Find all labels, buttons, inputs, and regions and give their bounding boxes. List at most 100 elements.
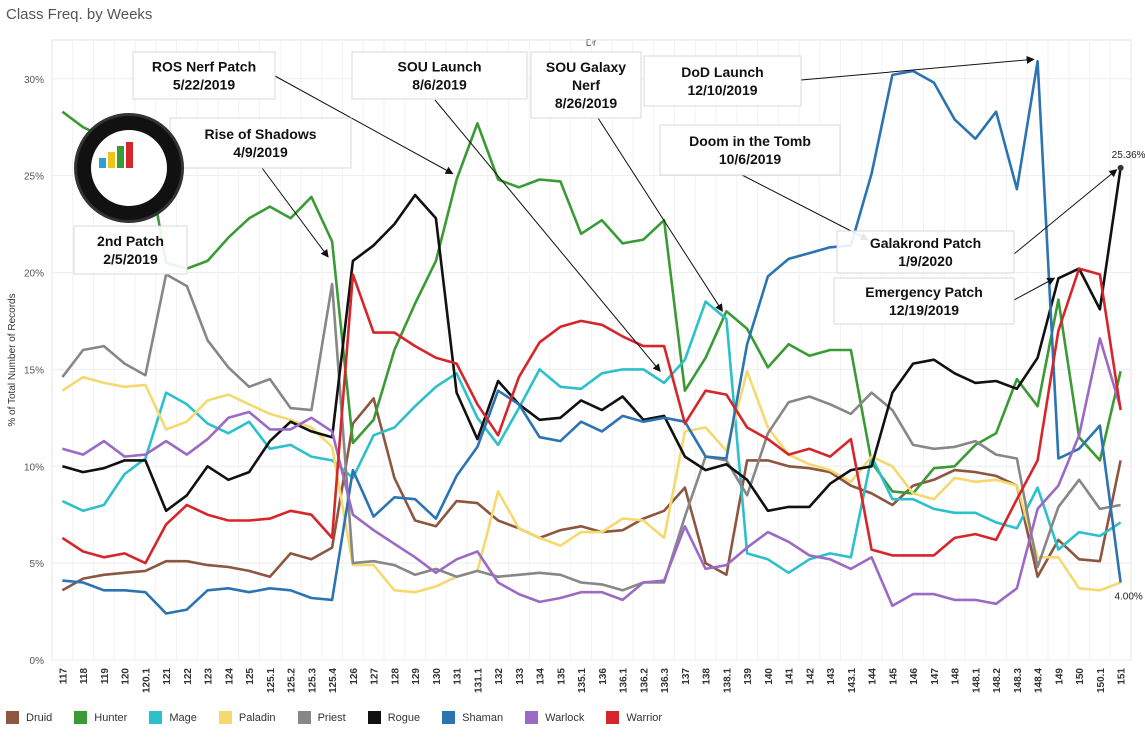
y-tick-label: 15% [24, 365, 44, 376]
annotation-box [73, 225, 188, 275]
x-tick-label: 133 [515, 668, 526, 685]
legend-item-priest[interactable]: Priest [297, 711, 346, 724]
annotation-box [351, 51, 528, 100]
x-tick-label: 136.3 [660, 668, 671, 693]
annotation-arrow [597, 117, 723, 313]
x-tick-label: 136 [598, 668, 609, 685]
annotation-arrow [741, 174, 869, 240]
legend-swatch [367, 711, 381, 724]
x-tick-label: 148.3 [1013, 668, 1024, 693]
x-tick-label: 143.1 [847, 668, 858, 693]
y-tick-label: 30% [24, 75, 44, 86]
annotation-box [833, 277, 1015, 325]
series-line-shaman [62, 59, 1122, 615]
x-tick-label: 125.3 [307, 668, 318, 693]
x-tick-label: 132 [494, 668, 505, 685]
legend-item-paladin[interactable]: Paladin [218, 711, 276, 724]
annotation-arrow [274, 75, 454, 175]
x-tick-label: 148.4 [1034, 668, 1045, 693]
x-tick-label: 123 [204, 668, 215, 685]
legend-label: Rogue [387, 711, 421, 724]
end-value-label: 4.00% [1114, 592, 1142, 603]
annotation-text: Nerf [572, 77, 600, 93]
annotation-box [659, 124, 841, 176]
x-tick-label: 141 [785, 668, 796, 685]
annotation-text: SOU Galaxy [546, 59, 626, 75]
legend-item-warrior[interactable]: Warrior [606, 711, 662, 724]
x-tick-label: 137 [681, 668, 692, 685]
end-value-label: 25.36% [1112, 150, 1145, 161]
x-tick-label: 130 [432, 668, 443, 685]
x-tick-label: 138.1 [722, 668, 733, 693]
legend-swatch [525, 711, 539, 724]
annotation-text: Emergency Patch [865, 284, 983, 300]
annotation-callout: ROS Nerf Patch 5/22/2019 [132, 51, 454, 175]
x-tick-label: 150.1 [1096, 668, 1107, 693]
x-tick-label: 146 [909, 668, 920, 685]
annotation-text: 5/22/2019 [173, 77, 235, 93]
legend-label: Druid [26, 711, 53, 724]
annotation-arrow [1013, 169, 1118, 255]
legend-item-shaman[interactable]: Shaman [442, 711, 503, 724]
legend-swatch [442, 711, 456, 724]
series-line-rogue [62, 167, 1122, 513]
x-tick-label: 138 [702, 668, 713, 685]
annotation-text: 2/5/2019 [103, 251, 158, 267]
x-tick-label: 127 [370, 668, 381, 685]
annotation-box [132, 51, 276, 100]
legend-item-hunter[interactable]: Hunter [74, 711, 127, 724]
annotation-text: SOU Launch [397, 59, 481, 75]
annotation-text: 12/19/2019 [889, 302, 959, 318]
y-tick-label: 0% [30, 656, 45, 667]
legend-item-druid[interactable]: Druid [6, 711, 52, 724]
annotation-callout: SOU Launch 8/6/2019 [351, 51, 661, 373]
legend-swatch [297, 711, 311, 724]
legend-label: Priest [317, 711, 346, 724]
annotation-box [169, 117, 352, 169]
legend-swatch [74, 711, 88, 724]
x-tick-label: 135 [556, 668, 567, 685]
x-tick-label: 142 [805, 668, 816, 685]
series-line-paladin [61, 369, 1122, 594]
annotation-box [836, 230, 1015, 274]
x-tick-label: 148 [951, 668, 962, 685]
legend-item-mage[interactable]: Mage [149, 711, 197, 724]
annotation-arrow [1013, 277, 1056, 301]
x-tick-label: 135.1 [577, 668, 588, 693]
x-tick-label: 148.1 [971, 668, 982, 693]
x-tick-label: 125.4 [328, 668, 339, 693]
annotation-text: 8/6/2019 [412, 77, 467, 93]
chart-title: Class Freq. by Weeks [6, 6, 153, 23]
annotation-callout: Galakrond Patch 1/9/2020 [836, 169, 1118, 274]
series-line-mage [61, 300, 1122, 575]
legend-label: Shaman [462, 711, 504, 724]
legend-item-warlock[interactable]: Warlock [525, 711, 584, 724]
annotation-text: 8/26/2019 [555, 95, 617, 111]
x-tick-label: 134 [536, 668, 547, 685]
x-tick-label: 136.2 [639, 668, 650, 693]
legend: Druid Hunter Mage Paladin Priest Rogue Shaman W… [6, 711, 684, 724]
x-tick-label: 118 [79, 668, 90, 685]
x-tick-label: 139 [743, 668, 754, 685]
annotation-callout: Doom in the Tomb 10/6/2019 [659, 124, 869, 240]
annotation-callout: Rise of Shadows 4/9/2019 [169, 117, 352, 258]
legend-swatch [6, 711, 19, 724]
legend-label: Warlock [545, 711, 585, 724]
annotation-text: 4/9/2019 [233, 144, 288, 160]
x-tick-label: 145 [888, 668, 899, 685]
annotation-arrow [800, 55, 1035, 81]
annotation-text: 12/10/2019 [687, 82, 757, 98]
legend-swatch [218, 711, 232, 724]
x-tick-label: 126 [349, 668, 360, 685]
x-tick-label: 122 [183, 668, 194, 685]
legend-label: Paladin [238, 711, 276, 724]
x-tick-label: 131.1 [473, 668, 484, 693]
x-tick-label: 148.2 [992, 668, 1003, 693]
legend-item-rogue[interactable]: Rogue [367, 711, 421, 724]
annotation-text: ROS Nerf Patch [152, 59, 256, 75]
x-tick-label: 125.2 [287, 668, 298, 693]
x-tick-label: 125.1 [266, 668, 277, 693]
x-tick-label: 125 [245, 668, 256, 685]
annotation-box [643, 55, 802, 107]
